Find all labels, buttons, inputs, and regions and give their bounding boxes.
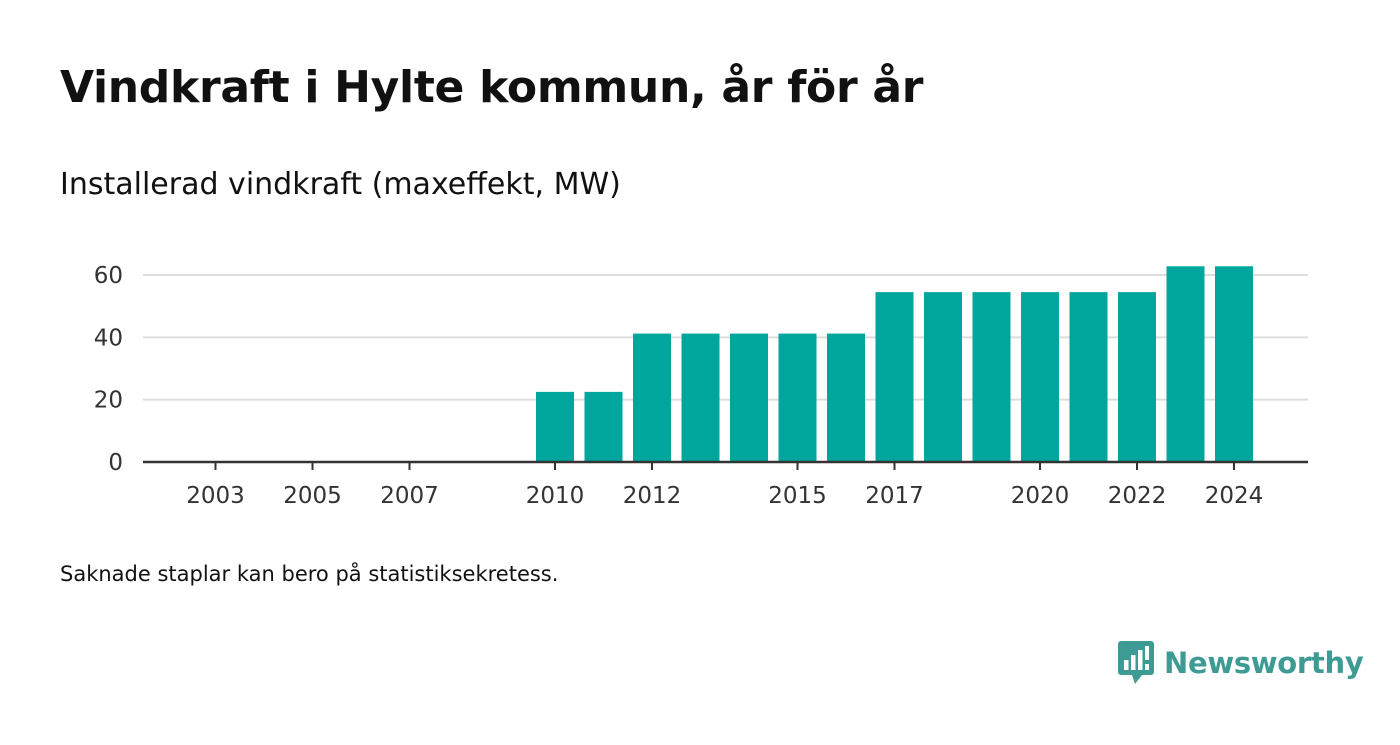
x-tick-label-2024: 2024 xyxy=(1205,483,1264,509)
grid-layer xyxy=(143,274,1308,401)
bar-2010[interactable] xyxy=(536,391,574,462)
x-tick-label-2003: 2003 xyxy=(186,483,245,509)
bar-2016[interactable] xyxy=(827,333,865,462)
y-tick-label-40: 40 xyxy=(94,325,123,351)
bar-2020[interactable] xyxy=(1021,292,1059,462)
x-tick-label-2010: 2010 xyxy=(526,483,585,509)
chart-subtitle: Installerad vindkraft (maxeffekt, MW) xyxy=(60,167,621,202)
bar-2012[interactable] xyxy=(633,333,671,462)
newsworthy-logo[interactable]: Newsworthy xyxy=(1118,640,1364,686)
bar-2019[interactable] xyxy=(972,292,1011,462)
bar-2023[interactable] xyxy=(1166,266,1205,462)
logo-text: Newsworthy xyxy=(1164,646,1364,680)
x-tick-label-2012: 2012 xyxy=(623,483,682,509)
x-tick-label-2007: 2007 xyxy=(380,483,439,509)
bar-2018[interactable] xyxy=(924,292,962,462)
bar-2014[interactable] xyxy=(730,333,768,462)
bar-2011[interactable] xyxy=(584,391,623,462)
footnote: Saknade staplar kan bero på statistiksek… xyxy=(60,562,559,586)
bar-2013[interactable] xyxy=(681,333,720,462)
x-tick-label-2022: 2022 xyxy=(1108,483,1167,509)
bar-2015[interactable] xyxy=(778,333,817,462)
bar-layer xyxy=(536,266,1253,462)
axis-layer xyxy=(143,460,1308,470)
bar-chart: 0 20 40 60 2003 2005 2007 2010 2012 2015 2017 2020 2… xyxy=(94,263,1308,509)
x-tick-label-2005: 2005 xyxy=(283,483,342,509)
bar-2017[interactable] xyxy=(875,292,914,462)
newsworthy-logo-icon xyxy=(1118,641,1154,684)
bar-2021[interactable] xyxy=(1069,292,1108,462)
y-tick-label-0: 0 xyxy=(108,450,123,476)
bar-2022[interactable] xyxy=(1118,292,1156,462)
page-title: Vindkraft i Hylte kommun, år för år xyxy=(60,62,924,113)
y-tick-label-20: 20 xyxy=(94,388,123,414)
x-tick-label-2017: 2017 xyxy=(865,483,924,509)
x-tick-label-2015: 2015 xyxy=(768,483,827,509)
label-layer: 0 20 40 60 2003 2005 2007 2010 2012 2015 2017 2020 2… xyxy=(94,263,1264,509)
bar-2024[interactable] xyxy=(1215,266,1253,462)
y-tick-label-60: 60 xyxy=(94,263,123,289)
x-tick-label-2020: 2020 xyxy=(1011,483,1070,509)
